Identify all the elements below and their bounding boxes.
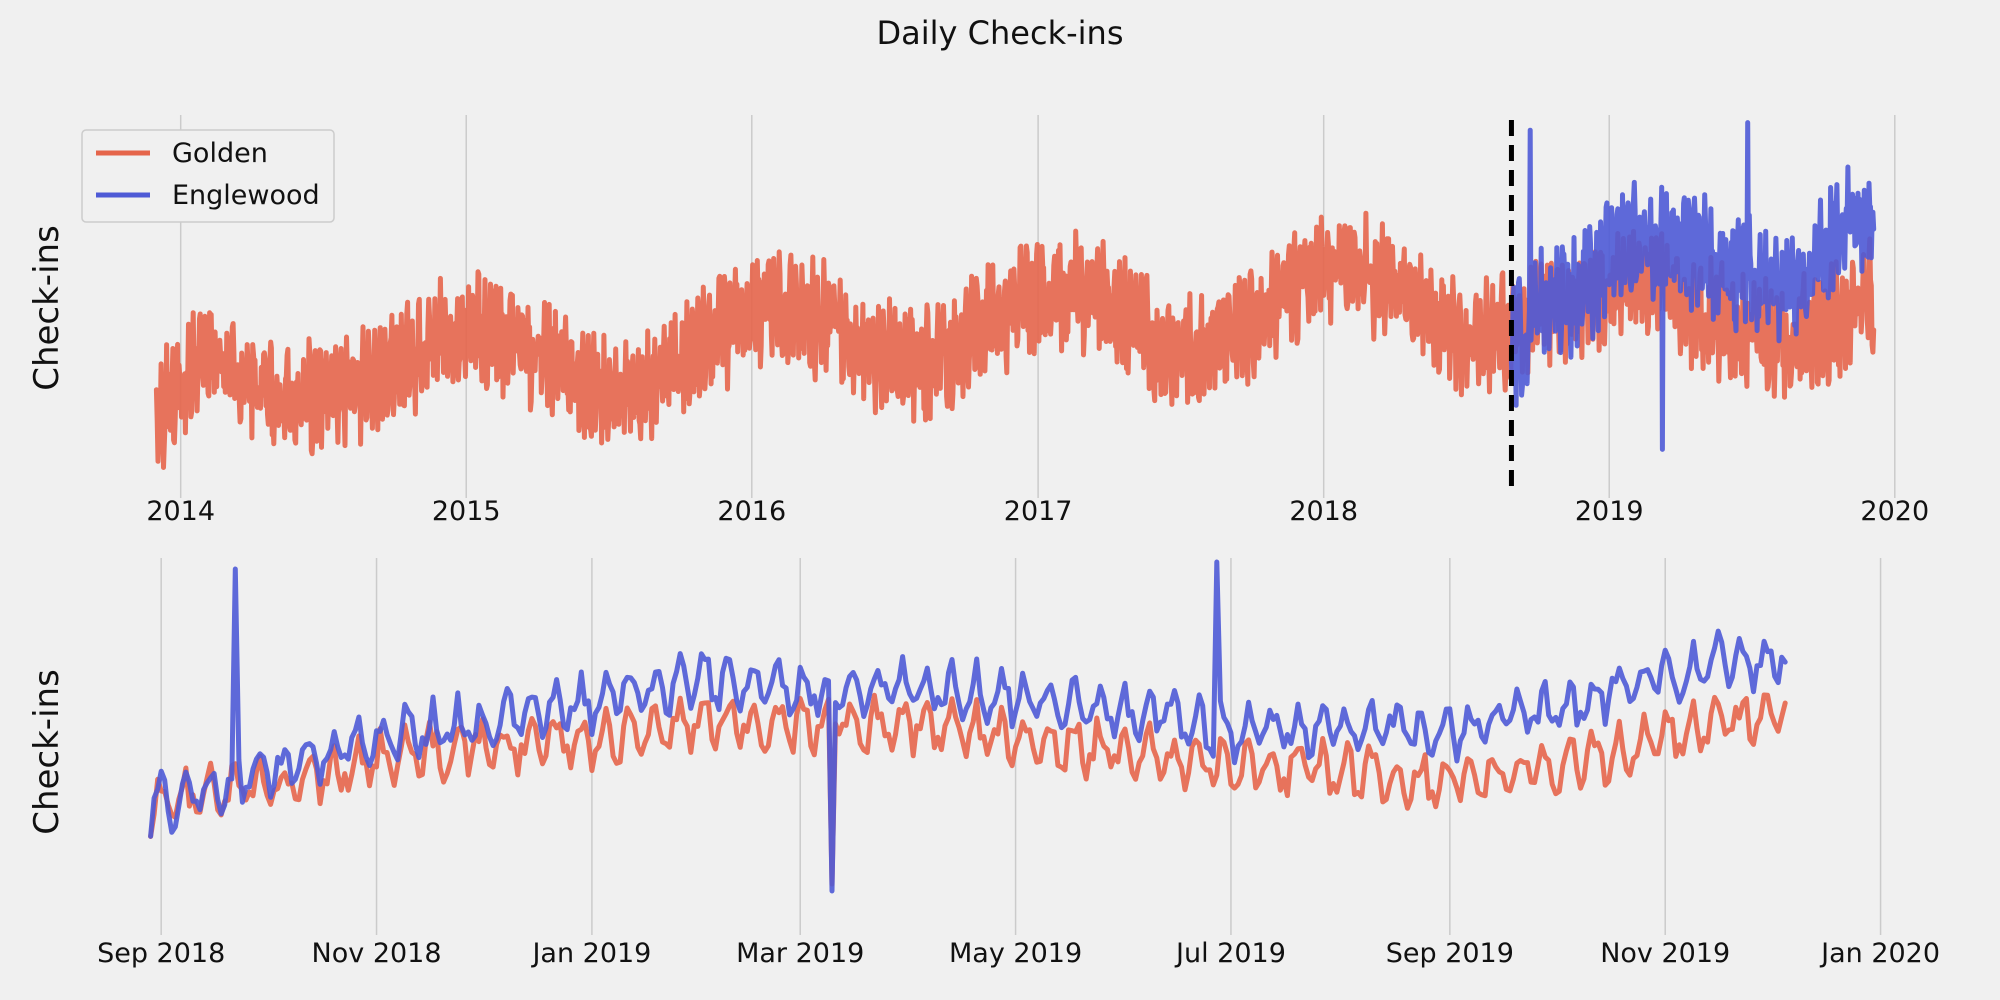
x-tick-label-2015: 2015 [432, 496, 501, 527]
zoom-panel: Sep 2018 Nov 2018 Jan 2019 Mar 2019 May 2019… [27, 558, 1940, 969]
x-tick-label-jan-2020: Jan 2020 [1819, 938, 1940, 969]
legend-label-englewood: Englewood [172, 180, 320, 211]
legend: Golden Englewood [81, 129, 335, 223]
x-tick-label-2018: 2018 [1289, 496, 1358, 527]
x-tick-label-sep-2019: Sep 2019 [1386, 938, 1514, 969]
x-tick-label-jul-2019: Jul 2019 [1174, 938, 1286, 969]
x-tick-label-2017: 2017 [1004, 496, 1073, 527]
zoom-x-ticks: Sep 2018 Nov 2018 Jan 2019 Mar 2019 May 2019… [97, 938, 1940, 969]
x-tick-label-nov-2018: Nov 2018 [312, 938, 442, 969]
x-tick-label-2016: 2016 [717, 496, 786, 527]
x-tick-label-2019: 2019 [1575, 496, 1644, 527]
series-line-englewood [1508, 120, 1877, 452]
zoom-y-axis-label: Check-ins [27, 669, 67, 835]
x-tick-label-may-2019: May 2019 [949, 938, 1082, 969]
x-tick-label-2020: 2020 [1860, 496, 1929, 527]
x-tick-label-sep-2018: Sep 2018 [97, 938, 225, 969]
overview-panel: 2014 2015 2016 2017 2018 2019 2020 Check-ins G… [27, 115, 1929, 527]
x-tick-label-nov-2019: Nov 2019 [1600, 938, 1730, 969]
series-line-englewood [148, 559, 1788, 894]
x-tick-label-mar-2019: Mar 2019 [736, 938, 864, 969]
overview-series [153, 120, 1877, 470]
legend-label-golden: Golden [172, 138, 268, 169]
chart-title: Daily Check-ins [877, 14, 1124, 52]
zoom-series [148, 559, 1788, 894]
overview-x-ticks: 2014 2015 2016 2017 2018 2019 2020 [146, 496, 1929, 527]
overview-y-axis-label: Check-ins [27, 225, 67, 391]
x-tick-label-jan-2019: Jan 2019 [530, 938, 651, 969]
series-line-golden [148, 692, 1788, 887]
x-tick-label-2014: 2014 [146, 496, 215, 527]
